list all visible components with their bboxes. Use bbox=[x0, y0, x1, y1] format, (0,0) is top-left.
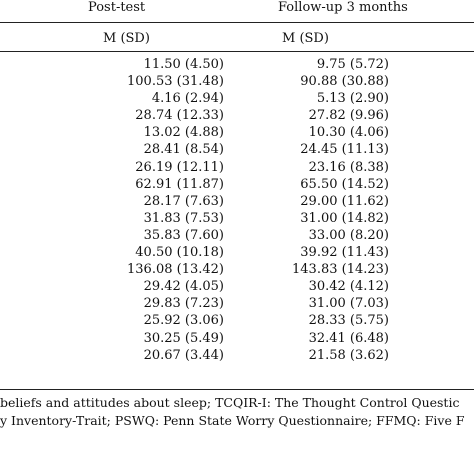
follow-up-cell: 31.00 (7.03) bbox=[308, 296, 389, 312]
table-row: 29.42 (4.05) 30.42 (4.12) bbox=[0, 278, 474, 295]
table-row: 35.83 (7.60) 33.00 (8.20) bbox=[0, 227, 474, 244]
follow-up-cell: 90.88 (30.88) bbox=[300, 74, 389, 90]
follow-up-cell: 32.41 (6.48) bbox=[308, 330, 389, 346]
follow-up-cell: 27.82 (9.96) bbox=[308, 108, 389, 124]
table-row: 62.91 (11.87) 65.50 (14.52) bbox=[0, 176, 474, 193]
table-row: 29.83 (7.23) 31.00 (7.03) bbox=[0, 295, 474, 312]
post-test-cell: 136.08 (13.42) bbox=[127, 262, 224, 278]
follow-up-cell: 21.58 (3.62) bbox=[308, 347, 389, 363]
table-row: 20.67 (3.44) 21.58 (3.62) bbox=[0, 347, 474, 364]
post-test-cell: 30.25 (5.49) bbox=[143, 330, 224, 346]
follow-up-cell: 31.00 (14.82) bbox=[300, 210, 389, 226]
follow-up-cell: 23.16 (8.38) bbox=[308, 159, 389, 175]
post-test-cell: 26.19 (12.11) bbox=[135, 159, 224, 175]
post-test-cell: 28.41 (8.54) bbox=[143, 142, 224, 158]
post-test-cell: 28.74 (12.33) bbox=[135, 108, 224, 124]
table-row: 100.53 (31.48) 90.88 (30.88) bbox=[0, 73, 474, 90]
subheader-rule bbox=[0, 51, 474, 52]
post-test-header: Post-test bbox=[88, 0, 146, 15]
follow-up-cell: 9.75 (5.72) bbox=[316, 57, 389, 72]
post-test-cell: 13.02 (4.88) bbox=[143, 125, 224, 141]
post-test-subheader: M (SD) bbox=[103, 31, 150, 46]
follow-up-cell: 143.83 (14.23) bbox=[292, 262, 389, 278]
follow-up-cell: 30.42 (4.12) bbox=[308, 279, 389, 295]
follow-up-cell: 65.50 (14.52) bbox=[300, 176, 389, 192]
footnote-line-2: y Inventory-Trait; PSWQ: Penn State Worr… bbox=[0, 413, 465, 428]
table-row: 26.19 (12.11) 23.16 (8.38) bbox=[0, 159, 474, 176]
table-row: 136.08 (13.42) 143.83 (14.23) bbox=[0, 261, 474, 278]
table-row: 4.16 (2.94) 5.13 (2.90) bbox=[0, 90, 474, 107]
follow-up-cell: 24.45 (11.13) bbox=[300, 142, 389, 158]
follow-up-cell: 33.00 (8.20) bbox=[308, 227, 389, 243]
footnote-line-1: beliefs and attitudes about sleep; TCQIR… bbox=[0, 395, 460, 410]
table-row: 28.41 (8.54) 24.45 (11.13) bbox=[0, 141, 474, 158]
post-test-cell: 40.50 (10.18) bbox=[135, 245, 224, 261]
table-row: 28.74 (12.33) 27.82 (9.96) bbox=[0, 107, 474, 124]
post-test-cell: 62.91 (11.87) bbox=[135, 176, 224, 192]
follow-up-header: Follow-up 3 months bbox=[278, 0, 408, 15]
follow-up-cell: 10.30 (4.06) bbox=[308, 125, 389, 141]
follow-up-cell: 5.13 (2.90) bbox=[316, 91, 389, 107]
table-row: 31.83 (7.53) 31.00 (14.82) bbox=[0, 210, 474, 227]
table-row: 25.92 (3.06) 28.33 (5.75) bbox=[0, 312, 474, 329]
table-row: 11.50 (4.50) 9.75 (5.72) bbox=[0, 56, 474, 73]
table-row: 28.17 (7.63) 29.00 (11.62) bbox=[0, 193, 474, 210]
post-test-cell: 20.67 (3.44) bbox=[143, 347, 224, 363]
table-row: 40.50 (10.18) 39.92 (11.43) bbox=[0, 244, 474, 261]
post-test-cell: 28.17 (7.63) bbox=[143, 193, 224, 209]
follow-up-cell: 39.92 (11.43) bbox=[300, 245, 389, 261]
table-row: 30.25 (5.49) 32.41 (6.48) bbox=[0, 330, 474, 347]
post-test-cell: 4.16 (2.94) bbox=[151, 91, 224, 107]
bottom-rule bbox=[0, 389, 474, 390]
table-body: 11.50 (4.50) 9.75 (5.72) 100.53 (31.48) 90.… bbox=[0, 56, 474, 364]
follow-up-subheader: M (SD) bbox=[282, 31, 329, 46]
post-test-cell: 29.83 (7.23) bbox=[143, 296, 224, 312]
post-test-cell: 31.83 (7.53) bbox=[143, 210, 224, 226]
post-test-cell: 11.50 (4.50) bbox=[143, 57, 224, 72]
post-test-cell: 100.53 (31.48) bbox=[127, 74, 224, 90]
post-test-cell: 29.42 (4.05) bbox=[143, 279, 224, 295]
table-row: 13.02 (4.88) 10.30 (4.06) bbox=[0, 124, 474, 141]
header-rule bbox=[0, 22, 474, 23]
follow-up-cell: 28.33 (5.75) bbox=[308, 313, 389, 329]
follow-up-cell: 29.00 (11.62) bbox=[300, 193, 389, 209]
post-test-cell: 35.83 (7.60) bbox=[143, 227, 224, 243]
post-test-cell: 25.92 (3.06) bbox=[143, 313, 224, 329]
